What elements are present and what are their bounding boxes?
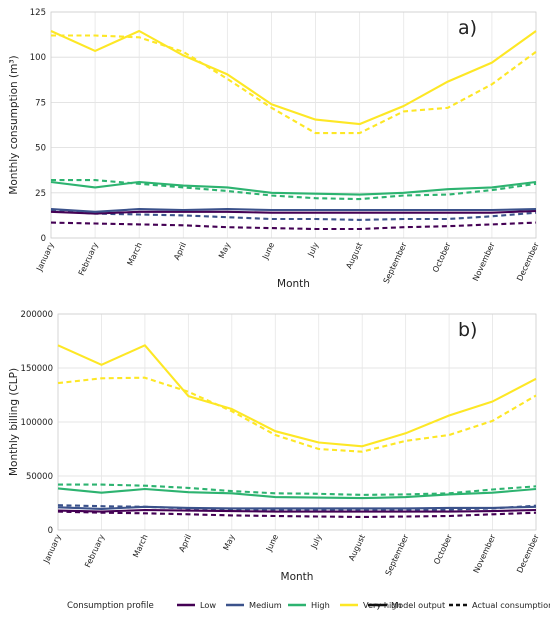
legend-label-low: Low	[200, 600, 216, 610]
y-tick-label: 0	[41, 234, 46, 244]
series-line-very-high-actual-consumptions	[51, 34, 537, 135]
series-line-medium-model-output	[50, 208, 537, 213]
series-line-very-high-model-output	[50, 29, 537, 126]
x-tick-label: November	[471, 240, 497, 282]
series-line-low-model-output	[50, 209, 537, 215]
y-tick-label: 25	[35, 189, 46, 199]
plot-area-border	[57, 313, 537, 531]
legend-label-actual-consumptions: Actual consumptions	[472, 600, 550, 610]
x-tick-label: July	[306, 241, 321, 259]
y-axis-title: Monthly consumption (m³)	[8, 55, 20, 194]
series-line-high-model-output	[57, 487, 537, 500]
x-tick-label: July	[309, 533, 324, 551]
series-line-low-model-output	[57, 508, 537, 513]
x-tick-label: November	[472, 532, 498, 574]
x-tick-label: April	[177, 533, 193, 553]
series-line-very-high-model-output	[57, 344, 537, 448]
series-line-low-actual-consumptions	[57, 510, 537, 519]
series-line-medium-actual-consumptions	[50, 209, 537, 221]
legend-label-high: High	[311, 600, 330, 610]
x-tick-label: May	[221, 533, 236, 552]
legend-label-medium: Medium	[249, 600, 282, 610]
x-tick-label: March	[131, 533, 149, 559]
legend: Consumption profile Low Medium High Very…	[67, 600, 550, 611]
x-tick-label: March	[126, 241, 144, 267]
y-tick-label: 75	[35, 98, 46, 108]
panel-b-billing-chart: 0 50000 100000 150000 200000 January February M…	[8, 310, 541, 583]
x-tick-label: June	[264, 533, 280, 554]
series-line-medium-model-output	[57, 505, 537, 510]
y-tick-label: 200000	[21, 310, 53, 320]
x-tick-label: February	[83, 533, 106, 569]
x-tick-label: September	[382, 240, 409, 285]
series-line-high-actual-consumptions	[58, 483, 537, 496]
y-tick-label: 50	[35, 144, 46, 154]
x-tick-label: December	[515, 532, 541, 574]
x-tick-label: August	[344, 241, 364, 270]
x-tick-label: April	[172, 241, 188, 261]
series-line-low-actual-consumptions	[50, 221, 537, 231]
series-line-very-high-actual-consumptions	[57, 376, 537, 453]
y-tick-label: 150000	[21, 364, 53, 374]
y-tick-label: 100000	[21, 418, 53, 428]
y-tick-label: 125	[30, 8, 46, 18]
x-tick-label: December	[515, 240, 541, 282]
y-tick-label: 50000	[26, 472, 53, 482]
x-axis-title: Month	[281, 571, 314, 583]
legend-label-model-output: Model output	[391, 600, 446, 610]
x-tick-label: May	[217, 241, 232, 260]
x-tick-label: June	[260, 241, 276, 262]
x-tick-label: January	[34, 241, 56, 273]
legend-title: Consumption profile	[67, 601, 154, 611]
x-tick-label: August	[347, 533, 367, 562]
panel-label: b)	[458, 319, 477, 341]
y-tick-label: 0	[48, 526, 53, 536]
x-axis-title: Month	[277, 278, 310, 290]
plot-area-border	[50, 11, 537, 239]
series-line-high-model-output	[50, 180, 537, 196]
y-axis-title: Monthly billing (CLP)	[8, 368, 20, 476]
x-tick-label: January	[41, 533, 63, 565]
panel-a-consumption-chart: 0 25 50 75 100 125 January February March April Ma…	[8, 8, 541, 290]
x-tick-label: October	[431, 240, 453, 273]
x-tick-label: September	[384, 532, 411, 577]
y-tick-label: 100	[30, 53, 46, 63]
panel-label: a)	[458, 17, 477, 39]
x-tick-label: October	[432, 532, 454, 565]
x-tick-label: February	[77, 241, 100, 277]
